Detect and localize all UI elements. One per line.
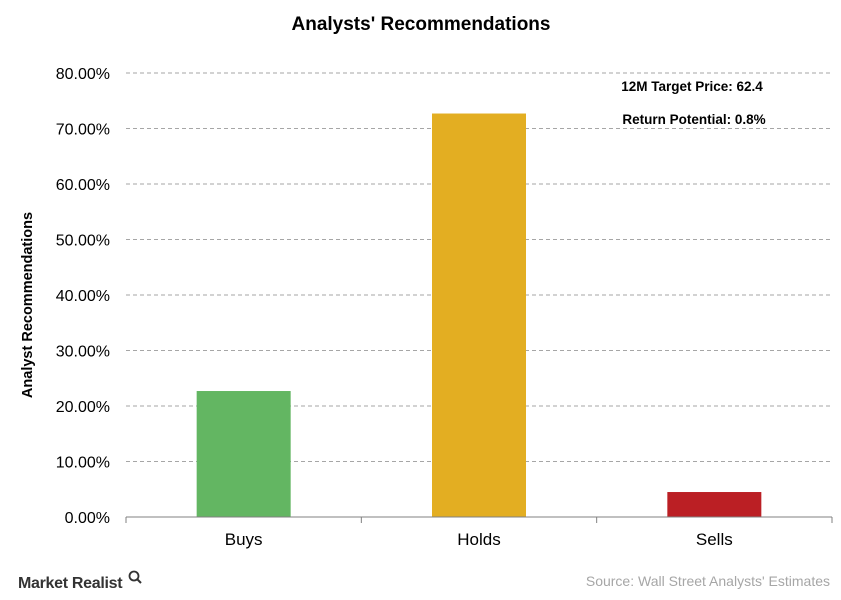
y-tick-label: 40.00% [56,288,110,305]
bars [196,113,762,517]
magnifier-icon [128,570,142,584]
y-tick-label: 0.00% [65,510,110,527]
category-label: Sells [696,530,733,549]
category-label: Buys [225,530,263,549]
y-tick-labels: 0.00% 10.00% 20.00% 30.00% 40.00% 50.00% 60.00… [56,66,110,527]
y-tick-label: 50.00% [56,233,110,250]
y-axis-label: Analyst Recommendations [20,212,36,398]
x-axis [125,516,833,523]
category-labels: Buys Holds Sells [225,530,733,549]
y-tick-label: 20.00% [56,399,110,416]
y-tick-label: 60.00% [56,177,110,194]
y-tick-label: 10.00% [56,455,110,472]
annotation-target-price: 12M Target Price: 62.4 [621,79,763,94]
annotation-return-potential: Return Potential: 0.8% [622,112,765,127]
y-tick-label: 80.00% [56,66,110,83]
source-note: Source: Wall Street Analysts' Estimates [586,573,830,589]
y-tick-label: 30.00% [56,344,110,361]
y-tick-label: 70.00% [56,122,110,139]
brand-logo-text: Market Realist [18,575,123,592]
bar-sells [667,492,762,517]
category-label: Holds [457,530,500,549]
bar-buys [196,391,291,517]
bar-holds [432,113,526,517]
chart-title: Analysts' Recommendations [292,14,551,35]
